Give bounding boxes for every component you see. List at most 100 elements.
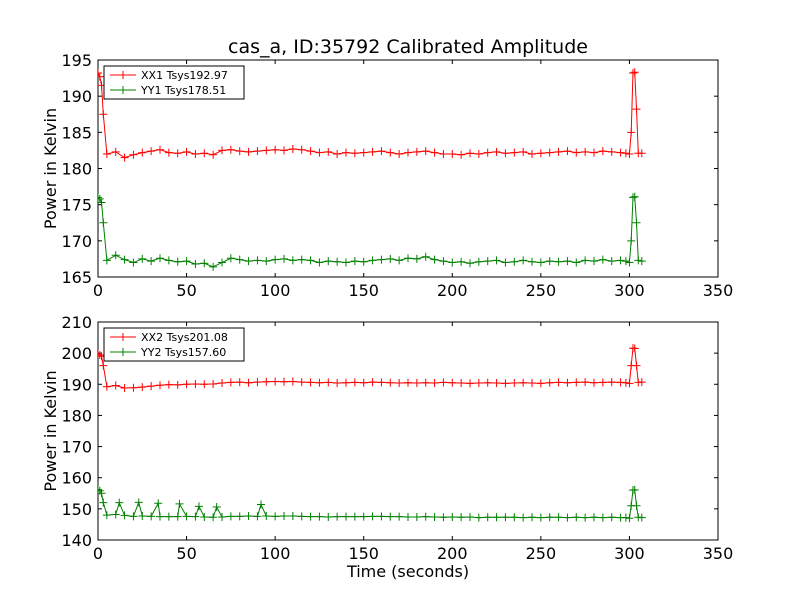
top-series-1-point: [457, 150, 466, 159]
top-series-1-point: [226, 145, 235, 154]
top-series-1-point: [404, 148, 412, 157]
top-series-2-point: [98, 194, 104, 203]
bottom-series-1-point: [164, 380, 173, 389]
top-series-2-point: [545, 257, 554, 266]
bottom-ytick-label: 210: [61, 313, 92, 332]
top-series-2-point: [628, 193, 637, 202]
bottom-series-1-point: [598, 378, 607, 387]
bottom-ytick-label: 200: [61, 344, 92, 363]
top-series-2-point: [377, 255, 386, 264]
bottom-series-2-point: [590, 513, 598, 522]
top-series-2-point: [457, 257, 466, 266]
top-series-2-point: [412, 254, 421, 263]
bottom-chart-panel: 0 50 100 150 200 250 300 350 140 150 160 170 180 190 2…: [41, 313, 733, 581]
top-xtick-label: 150: [348, 281, 379, 300]
top-series-1-point: [501, 149, 510, 158]
bottom-series-1-point: [519, 378, 528, 387]
top-series-2-point: [235, 255, 244, 264]
top-series-2-point: [386, 254, 395, 263]
bottom-series-2-point: [412, 512, 421, 521]
bottom-ytick-label: 190: [61, 375, 92, 394]
bottom-series-1-point: [581, 378, 590, 387]
top-series-2-point: [209, 262, 218, 271]
top-series-1-point: [637, 149, 646, 158]
top-series-2-point: [637, 257, 646, 266]
bottom-series-2-point: [212, 502, 221, 511]
top-series-2-point: [625, 258, 634, 267]
bottom-series-1-point: [607, 378, 616, 387]
bottom-series-1-point: [439, 378, 448, 387]
bottom-series-2-point: [315, 512, 324, 521]
top-series-1-point: [306, 147, 315, 156]
bottom-series-1-point: [492, 379, 501, 388]
bottom-series-2-point: [154, 499, 163, 508]
top-series-2-point: [244, 257, 253, 266]
bottom-series-2-point: [209, 513, 218, 522]
top-series-1-point: [528, 150, 536, 159]
top-series-1-point: [333, 150, 342, 159]
top-series-2-point: [200, 259, 209, 268]
bottom-xtick-label: 200: [437, 544, 468, 563]
top-series-2-point: [99, 218, 108, 227]
top-series-2-point: [359, 257, 368, 266]
bottom-series-2-point: [342, 512, 350, 521]
top-ytick-label: 190: [61, 87, 92, 106]
top-xtick-label: 250: [526, 281, 557, 300]
bottom-series-2-point: [297, 512, 306, 521]
bottom-series-1-point: [342, 378, 350, 387]
bottom-series-2-point: [466, 512, 474, 521]
top-series-1-point: [191, 150, 200, 159]
bottom-series-2-point: [235, 512, 244, 521]
top-legend-swatch-marker: [119, 86, 127, 94]
top-series-2-point: [421, 252, 430, 261]
top-series-1-point: [359, 148, 368, 157]
bottom-legend-swatch-marker: [119, 333, 127, 341]
bottom-series-2-point: [430, 512, 439, 521]
bottom-series-2-point: [102, 511, 111, 520]
top-legend-label: XX1 Tsys192.97: [141, 69, 228, 82]
bottom-series-1-point: [377, 378, 386, 387]
top-series-2-point: [621, 257, 630, 266]
top-series-1-point: [244, 147, 253, 156]
bottom-series-2-point: [218, 512, 226, 521]
top-series-1-point: [625, 150, 634, 159]
bottom-series-2-point: [572, 513, 581, 522]
top-ytick-label: 175: [61, 196, 92, 215]
bottom-series-1-point: [630, 344, 639, 353]
bottom-series-2-point: [288, 512, 297, 521]
top-series-2-point: [466, 259, 474, 268]
top-series-1-point: [156, 145, 164, 154]
bottom-series-2-point: [129, 512, 138, 521]
bottom-series-2-point: [262, 512, 271, 521]
bottom-series-1-point: [474, 379, 483, 388]
top-series-1-point: [616, 148, 625, 157]
bottom-series-1-point: [253, 378, 262, 387]
top-series-1-point: [271, 145, 280, 154]
bottom-series-2-point: [194, 502, 203, 511]
bottom-xtick-label: 350: [703, 544, 734, 563]
top-series-1-point: [448, 150, 457, 159]
top-series-2-point: [218, 258, 226, 267]
top-series-2-point: [129, 258, 138, 267]
bottom-series-2-point: [439, 513, 448, 522]
bottom-ytick-label: 140: [61, 531, 92, 550]
top-series-2-point: [632, 218, 641, 227]
bottom-series-1-point: [563, 378, 572, 387]
top-series-1-point: [288, 144, 297, 153]
bottom-series-1-point: [138, 383, 147, 392]
bottom-series-1-point: [621, 378, 630, 387]
bottom-series-1-point: [98, 349, 102, 358]
bottom-series-2-point: [598, 513, 607, 522]
bottom-series-2-point: [99, 498, 108, 507]
bottom-series-2-point: [554, 513, 563, 522]
top-series-1-point: [350, 149, 359, 158]
top-series-2-point: [598, 255, 607, 264]
bottom-series-1-point: [288, 377, 297, 386]
bottom-series-2-point: [377, 512, 386, 521]
bottom-xtick-label: 250: [526, 544, 557, 563]
top-series-2-point: [607, 257, 616, 266]
bottom-series-1-point: [572, 378, 581, 387]
bottom-series-2-point: [359, 512, 368, 521]
top-series-2-point: [616, 256, 625, 265]
bottom-series-2-point: [280, 512, 288, 521]
